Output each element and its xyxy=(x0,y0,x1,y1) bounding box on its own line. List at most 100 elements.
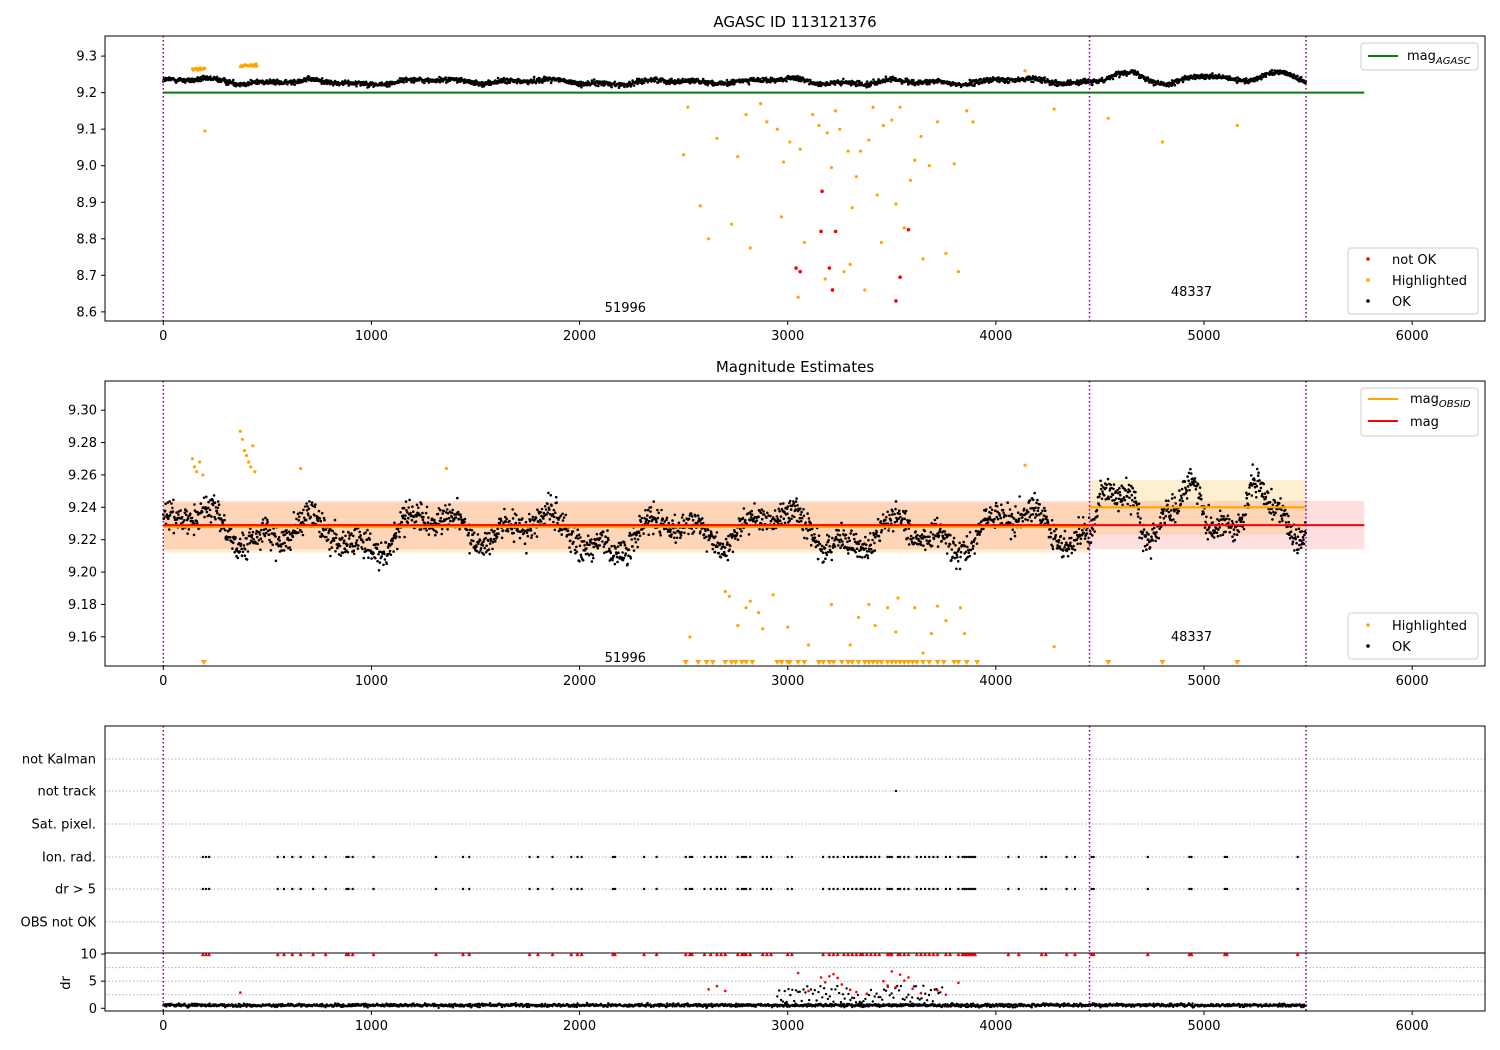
ok-point xyxy=(1218,526,1221,529)
ok-point xyxy=(213,501,217,505)
ok-point xyxy=(459,513,462,516)
ok-point xyxy=(1040,81,1044,84)
highlighted-point xyxy=(908,178,913,182)
ok-point xyxy=(457,517,460,521)
ok-point xyxy=(421,518,425,521)
ok-point xyxy=(1089,541,1093,544)
ok-point xyxy=(521,517,524,520)
ok-point xyxy=(318,530,321,534)
ok-point xyxy=(313,514,316,517)
highlighted-point xyxy=(823,277,827,281)
ok-point xyxy=(897,517,900,520)
ok-point xyxy=(245,558,249,561)
ok-point xyxy=(192,521,195,524)
ok-point xyxy=(566,529,570,532)
ok-point xyxy=(1198,492,1201,495)
ok-point xyxy=(181,521,185,524)
not-ok-point xyxy=(898,275,902,279)
ok-point xyxy=(266,520,270,524)
ok-point xyxy=(655,77,659,80)
ok-point xyxy=(205,495,208,499)
ok-point xyxy=(1207,525,1211,529)
ok-point xyxy=(664,527,668,530)
ok-point xyxy=(1157,536,1161,540)
ok-point xyxy=(762,513,766,516)
ok-point xyxy=(1109,495,1113,499)
ok-point xyxy=(1075,538,1079,541)
ok-point xyxy=(518,536,522,540)
ok-point xyxy=(560,528,564,531)
ok-point xyxy=(482,553,486,556)
ok-point xyxy=(347,79,350,82)
ok-point xyxy=(167,517,170,520)
ok-point xyxy=(255,535,259,539)
ok-point xyxy=(785,507,789,510)
ok-point xyxy=(1100,76,1104,80)
ok-point xyxy=(341,551,345,554)
ok-point xyxy=(395,535,398,538)
ok-point xyxy=(930,544,934,548)
ok-point xyxy=(690,512,693,516)
ok-point xyxy=(527,529,530,532)
ok-point xyxy=(606,529,609,532)
ok-point xyxy=(548,513,552,516)
ok-point xyxy=(823,546,827,550)
ok-point xyxy=(402,506,406,510)
ok-point xyxy=(539,520,543,523)
panel1-ok-points xyxy=(162,68,1308,89)
ok-point xyxy=(1008,508,1012,511)
ok-point xyxy=(825,553,829,557)
ok-point xyxy=(310,501,314,504)
ok-point xyxy=(1222,515,1226,518)
ok-point xyxy=(1009,521,1012,525)
ok-point xyxy=(965,534,969,538)
ok-point xyxy=(1057,540,1060,544)
ok-point xyxy=(190,516,194,520)
ok-point xyxy=(317,509,321,513)
ok-point xyxy=(624,552,628,555)
ok-point xyxy=(1086,540,1090,544)
ok-point xyxy=(712,543,715,547)
ok-point xyxy=(491,541,495,544)
ok-point xyxy=(495,532,498,535)
ok-point xyxy=(423,81,426,85)
highlighted-point xyxy=(842,270,846,274)
ok-point xyxy=(449,519,452,523)
ok-point xyxy=(769,519,773,523)
ok-point xyxy=(259,537,263,540)
ok-point xyxy=(511,517,515,520)
ok-point xyxy=(1077,527,1081,530)
ok-point xyxy=(234,536,237,539)
ok-point xyxy=(1081,528,1084,532)
ok-point xyxy=(183,511,187,515)
ok-point xyxy=(284,544,288,548)
ok-point xyxy=(852,533,856,536)
ok-point xyxy=(663,520,666,523)
ok-point xyxy=(659,534,662,537)
y-tick-label: 9.0 xyxy=(76,159,97,174)
ok-point xyxy=(603,551,606,555)
ok-point xyxy=(316,519,320,523)
ok-point xyxy=(256,542,259,545)
ok-point xyxy=(1137,507,1140,511)
ok-point xyxy=(1073,548,1077,552)
ok-point xyxy=(485,544,488,547)
ok-point xyxy=(703,536,706,540)
ok-point xyxy=(411,505,414,509)
ok-point xyxy=(995,505,999,508)
ok-point xyxy=(1085,528,1088,532)
ok-point xyxy=(993,517,996,521)
ok-point xyxy=(475,545,478,548)
ok-point xyxy=(1101,490,1104,493)
highlighted-point xyxy=(686,105,690,109)
ok-point xyxy=(398,77,402,80)
ok-point xyxy=(283,533,287,536)
ok-point xyxy=(629,85,633,88)
panel1-yticks: 8.68.78.88.99.09.19.29.3 xyxy=(76,50,105,320)
ok-point xyxy=(1181,80,1185,84)
ok-point xyxy=(1083,537,1087,540)
highlighted-point xyxy=(682,153,686,157)
ok-point xyxy=(837,544,840,547)
ok-point xyxy=(654,518,658,522)
ok-point xyxy=(912,78,915,82)
